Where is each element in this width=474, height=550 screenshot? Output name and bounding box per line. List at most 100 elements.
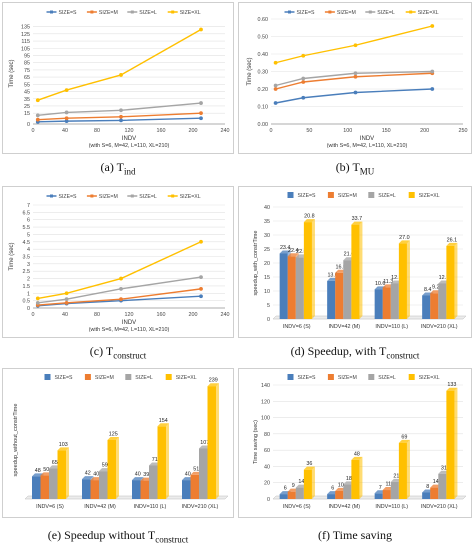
bar-0-0 [279,253,288,319]
chart-frame-f: SIZE=S SIZE=M SIZE=L SIZE=XL 0 20 40 60 80 100 120… [238,368,472,518]
category-label-1: INDV=42 (M) [84,504,116,510]
bar-side-3-3 [454,242,458,319]
bar-value-label-3-2: 12.7 [439,275,450,281]
bar-top-2-3 [398,439,410,443]
bar-side-1-3 [116,437,119,499]
bar-top-0-3 [303,219,315,223]
bar-2-1 [382,490,391,499]
y-tick-label: 0.5 [23,299,31,305]
chart-frame-c: SIZE=S SIZE=M SIZE=L SIZE=XL 0 0.5 1 1.5 2 2.5 3 3.… [2,186,234,338]
bar-top-1-3 [107,437,119,440]
bar-0-2 [295,487,304,499]
x-tick-label: 80 [94,128,100,134]
legend-label-1: SIZE=M [99,10,118,16]
x-axis-title: INDV [360,136,374,142]
bar-2-1 [382,287,391,319]
bar-value-label-3-1: 9.2 [432,285,440,291]
y-tick-label: 15 [24,111,30,117]
y-tick-label: 1 [27,291,30,297]
x-tick-label: 250 [459,128,468,134]
legend-label-1: SIZE=M [338,193,357,199]
y-tick-label: 0 [267,317,270,323]
bar-3-0 [422,295,431,319]
bar-1-3 [107,440,116,499]
bar-top-3-3 [446,387,458,391]
x-tick-label: 40 [62,128,68,134]
data-point-2-0 [35,113,40,118]
x-tick-label: 0 [32,128,35,134]
bar-3-2 [438,473,447,499]
y-tick-label: 25 [264,247,270,253]
x-tick-label: 0 [32,312,35,318]
chart-frame-d: SIZE=S SIZE=M SIZE=L SIZE=XL 0 5 10 15 20 25 30 35 4… [238,186,472,338]
x-tick-label: 120 [125,312,134,318]
bar-1-2 [343,484,352,499]
bar-1-2 [99,471,108,499]
bar-value-label-1-2: 21.0 [344,252,355,258]
series-line-3 [37,241,202,300]
legend-label-1: SIZE=M [338,375,357,381]
series-line-2 [275,70,433,87]
data-point-1-0 [35,117,40,122]
legend-label-3: SIZE=XL [419,375,440,381]
bar-value-label-0-1: 22.4 [288,248,299,254]
bar-value-label-3-1: 51 [193,466,199,472]
legend-label-3: SIZE=XL [176,375,197,381]
y-tick-label: 0.10 [258,105,269,111]
bar-1-0 [327,280,336,319]
category-label-0: INDV=6 (S) [283,504,311,510]
data-point-1-3 [199,111,203,116]
bar-top-0-3 [57,447,69,451]
bar-value-label-2-0: 10.6 [375,281,386,287]
y-tick-label: 0 [267,497,270,503]
data-point-3-1 [301,53,306,58]
bar-value-label-1-0: 6 [331,486,334,492]
series-line-1 [37,288,202,306]
bar-value-label-3-1: 14 [433,479,439,485]
bar-0-1 [40,475,49,499]
bar-value-label-0-1: 50 [43,467,49,473]
x-tick-label: 80 [94,312,100,318]
category-label-3: INDV=210 (XL) [182,504,219,510]
legend-label-0: SIZE=S [59,194,78,200]
bar-3-2 [199,448,208,499]
chart-frame-b: SIZE=S SIZE=M SIZE=L SIZE=XL 0.00 0.10 0.20 0.3… [238,2,472,154]
y-tick-label: 0.20 [258,87,269,93]
legend-marker-1 [90,194,94,198]
bar-value-label-3-3: 239 [209,378,218,384]
caption-c: (c) Tconstruct [89,344,147,361]
series-line-1 [275,72,433,90]
bar-1-1 [90,480,99,499]
legend-label-0: SIZE=S [298,193,317,199]
bar-value-label-2-1: 39 [143,472,149,478]
bar-top-0-0 [279,250,291,254]
legend-label-1: SIZE=M [95,375,114,381]
legend-label-3: SIZE=XL [180,10,201,16]
y-tick-label: 75 [24,68,30,74]
y-tick-label: 0.50 [258,35,269,41]
legend-marker-3 [171,10,175,14]
legend-marker-1 [90,10,94,14]
legend-swatch-1 [327,192,334,198]
data-point-3-3 [199,239,203,244]
panel-f: SIZE=S SIZE=M SIZE=L SIZE=XL 0 20 40 60 80 100 120… [238,368,472,548]
data-point-2-1 [301,76,306,81]
legend-label-3: SIZE=XL [180,194,201,200]
legend-label-0: SIZE=S [59,10,78,16]
bar-side-2-3 [406,439,410,499]
bar-value-label-0-0: 23.4 [280,245,291,251]
legend-label-3: SIZE=XL [419,193,440,199]
bar-1-2 [343,260,352,319]
y-tick-label: 6.5 [23,210,31,216]
bar-2-3 [157,426,166,499]
data-point-1-3 [199,286,203,291]
x-axis-note: (with S=6, M=42, L=110, XL=210) [327,143,408,149]
series-line-0 [37,117,202,123]
bar-value-label-0-2: 65 [52,460,58,466]
bar-side-0-3 [66,447,69,499]
bar-side-1-3 [359,456,363,499]
y-tick-label: 85 [24,61,30,67]
legend-label-2: SIZE=L [139,10,157,16]
panel-e: SIZE=S SIZE=M SIZE=L SIZE=XL speedup_without… [2,368,234,548]
bar-0-2 [49,468,58,499]
